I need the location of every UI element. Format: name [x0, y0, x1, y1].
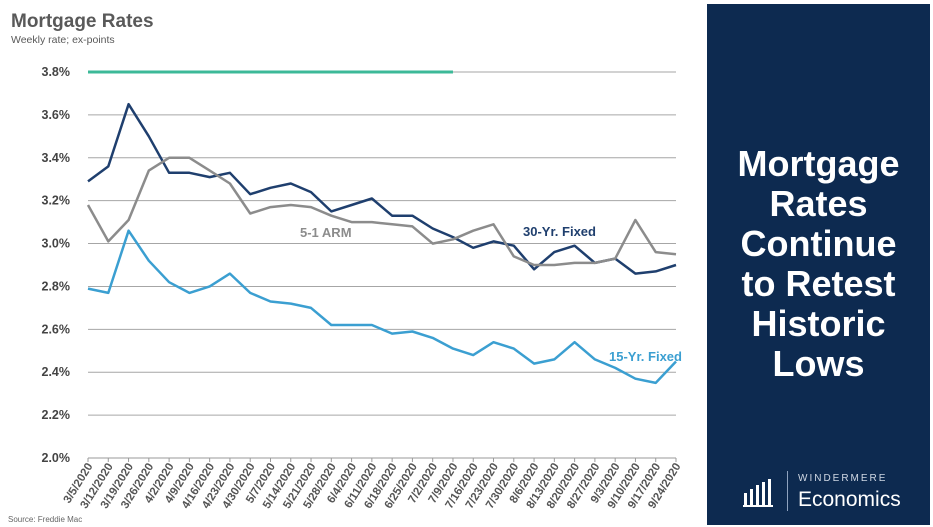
chart: Mortgage Rates Weekly rate; ex-points 2.… [8, 11, 684, 524]
gridlines [88, 71, 676, 459]
series-labels: 30-Yr. Fixed 5-1 ARM 15-Yr. Fixed [300, 224, 682, 364]
headline-panel: Mortgage Rates Continue to Retest Histor… [707, 4, 930, 525]
headline: Mortgage Rates Continue to Retest Histor… [737, 143, 900, 384]
y-axis: 2.0% 2.2% 2.4% 2.6% 2.8% 3.0% 3.2% 3.4% 3.6% 3.8% [42, 65, 71, 465]
bar-chart-icon [743, 479, 773, 507]
y-tick-label: 3.2% [42, 194, 71, 208]
source-note: Source: Freddie Mac [8, 515, 82, 524]
series-line [87, 229, 677, 385]
brand-name: WINDERMERE [798, 473, 888, 484]
x-axis: 3/5/20203/12/20203/19/20203/26/20204/2/2… [62, 458, 684, 511]
y-tick-label: 3.0% [42, 237, 71, 251]
brand-divider [787, 471, 788, 511]
series-line [86, 156, 677, 267]
brand-subname: Economics [798, 488, 901, 511]
y-tick-label: 3.4% [42, 151, 71, 165]
brand-logo: WINDERMERE Economics [743, 469, 923, 513]
y-tick-label: 3.8% [42, 65, 71, 79]
series-label: 15-Yr. Fixed [609, 349, 682, 364]
series-label: 30-Yr. Fixed [523, 224, 596, 239]
y-tick-label: 2.4% [42, 365, 71, 379]
y-tick-label: 2.2% [42, 408, 71, 422]
y-tick-label: 2.8% [42, 279, 71, 293]
y-tick-label: 2.0% [42, 451, 71, 465]
series-lines [86, 70, 677, 385]
chart-title: Mortgage Rates [11, 11, 154, 32]
chart-subtitle: Weekly rate; ex-points [11, 34, 115, 46]
y-tick-label: 2.6% [42, 322, 71, 336]
series-label: 5-1 ARM [300, 225, 352, 240]
series-line [87, 102, 677, 275]
y-tick-label: 3.6% [42, 108, 71, 122]
